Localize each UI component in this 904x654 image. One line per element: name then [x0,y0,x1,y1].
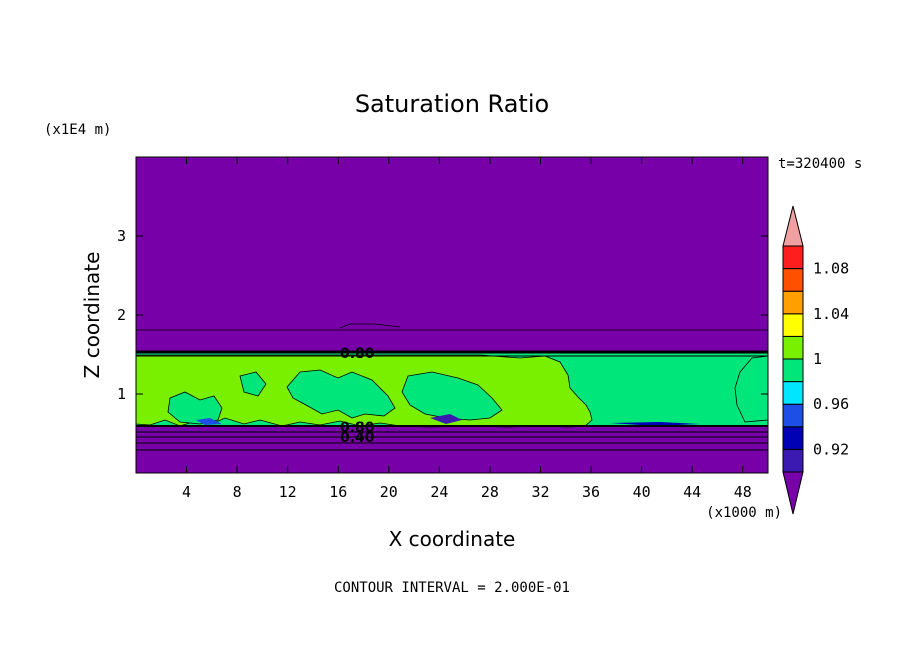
colorbar-segment-4 [782,358,804,383]
x-tick-label-0: 4 [182,483,191,501]
x-tick-label-3: 16 [329,483,347,501]
lower-dry-region [136,424,768,473]
moist-patch-4 [239,371,267,397]
dry-spot-1 [196,418,222,425]
moist-patch-3 [167,391,223,425]
colorbar-segment-0 [782,448,804,473]
upper-dry-region [136,157,768,353]
moist-patch-1 [286,369,396,419]
contour-label-upper: 0.80 [340,346,375,362]
colorbar-label-1: 0.96 [813,395,849,413]
colorbar-segment-2 [782,403,804,428]
x-tick-label-2: 12 [279,483,297,501]
x-tick-label-8: 36 [582,483,600,501]
colorbar-segment-6 [782,313,804,337]
colorbar-upper-triangle [782,205,804,247]
contour-label-lower-1: 0.80 [340,420,375,436]
colorbar-label-0: 0.92 [813,440,849,458]
colorbar-segment-8 [782,268,804,292]
y-axis-title: Z coordinate [80,252,104,379]
colorbar-label-4: 1.08 [813,260,849,278]
dry-spot-2 [430,414,462,424]
y-tick-label-2: 3 [117,227,126,245]
moist-patch-5 [734,355,768,423]
contour-label-lower-2: 0.40 [340,430,375,446]
x-tick-label-4: 20 [380,483,398,501]
time-label: t=320400 s [778,156,862,172]
colorbar-label-2: 1 [813,350,822,368]
colorbar-segment-3 [782,381,804,405]
chart-title: Saturation Ratio [355,90,549,118]
x-axis-ticks: 4 8 12 16 20 24 28 32 36 40 44 48 [182,157,752,501]
colorbar-segment-7 [782,290,804,315]
plot-area [136,157,768,473]
colorbar-segment-5 [782,335,804,360]
y-tick-label-1: 2 [117,306,126,324]
x-tick-label-5: 24 [430,483,448,501]
x-tick-label-11: 48 [734,483,752,501]
x-tick-label-7: 32 [531,483,549,501]
x-tick-label-10: 44 [683,483,701,501]
contour-line-2 [339,323,401,329]
x-axis-title: X coordinate [389,527,516,551]
colorbar-lower-triangle [782,471,804,515]
x-tick-label-1: 8 [233,483,242,501]
colorbar-segment-9 [782,245,804,270]
colorbar: 0.92 0.96 1 1.04 1.08 [782,205,849,515]
colorbar-segment-1 [782,426,804,450]
y-tick-label-0: 1 [117,385,126,403]
x-scale-label: (x1000 m) [706,505,782,521]
moist-patch-2 [401,371,503,421]
x-tick-label-6: 28 [481,483,499,501]
colorbar-label-3: 1.04 [813,305,849,323]
contour-interval-footer: CONTOUR INTERVAL = 2.000E-01 [334,580,570,596]
x-tick-label-9: 40 [633,483,651,501]
y-axis-ticks: 1 2 3 [117,227,768,403]
y-scale-label: (x1E4 m) [44,122,111,138]
